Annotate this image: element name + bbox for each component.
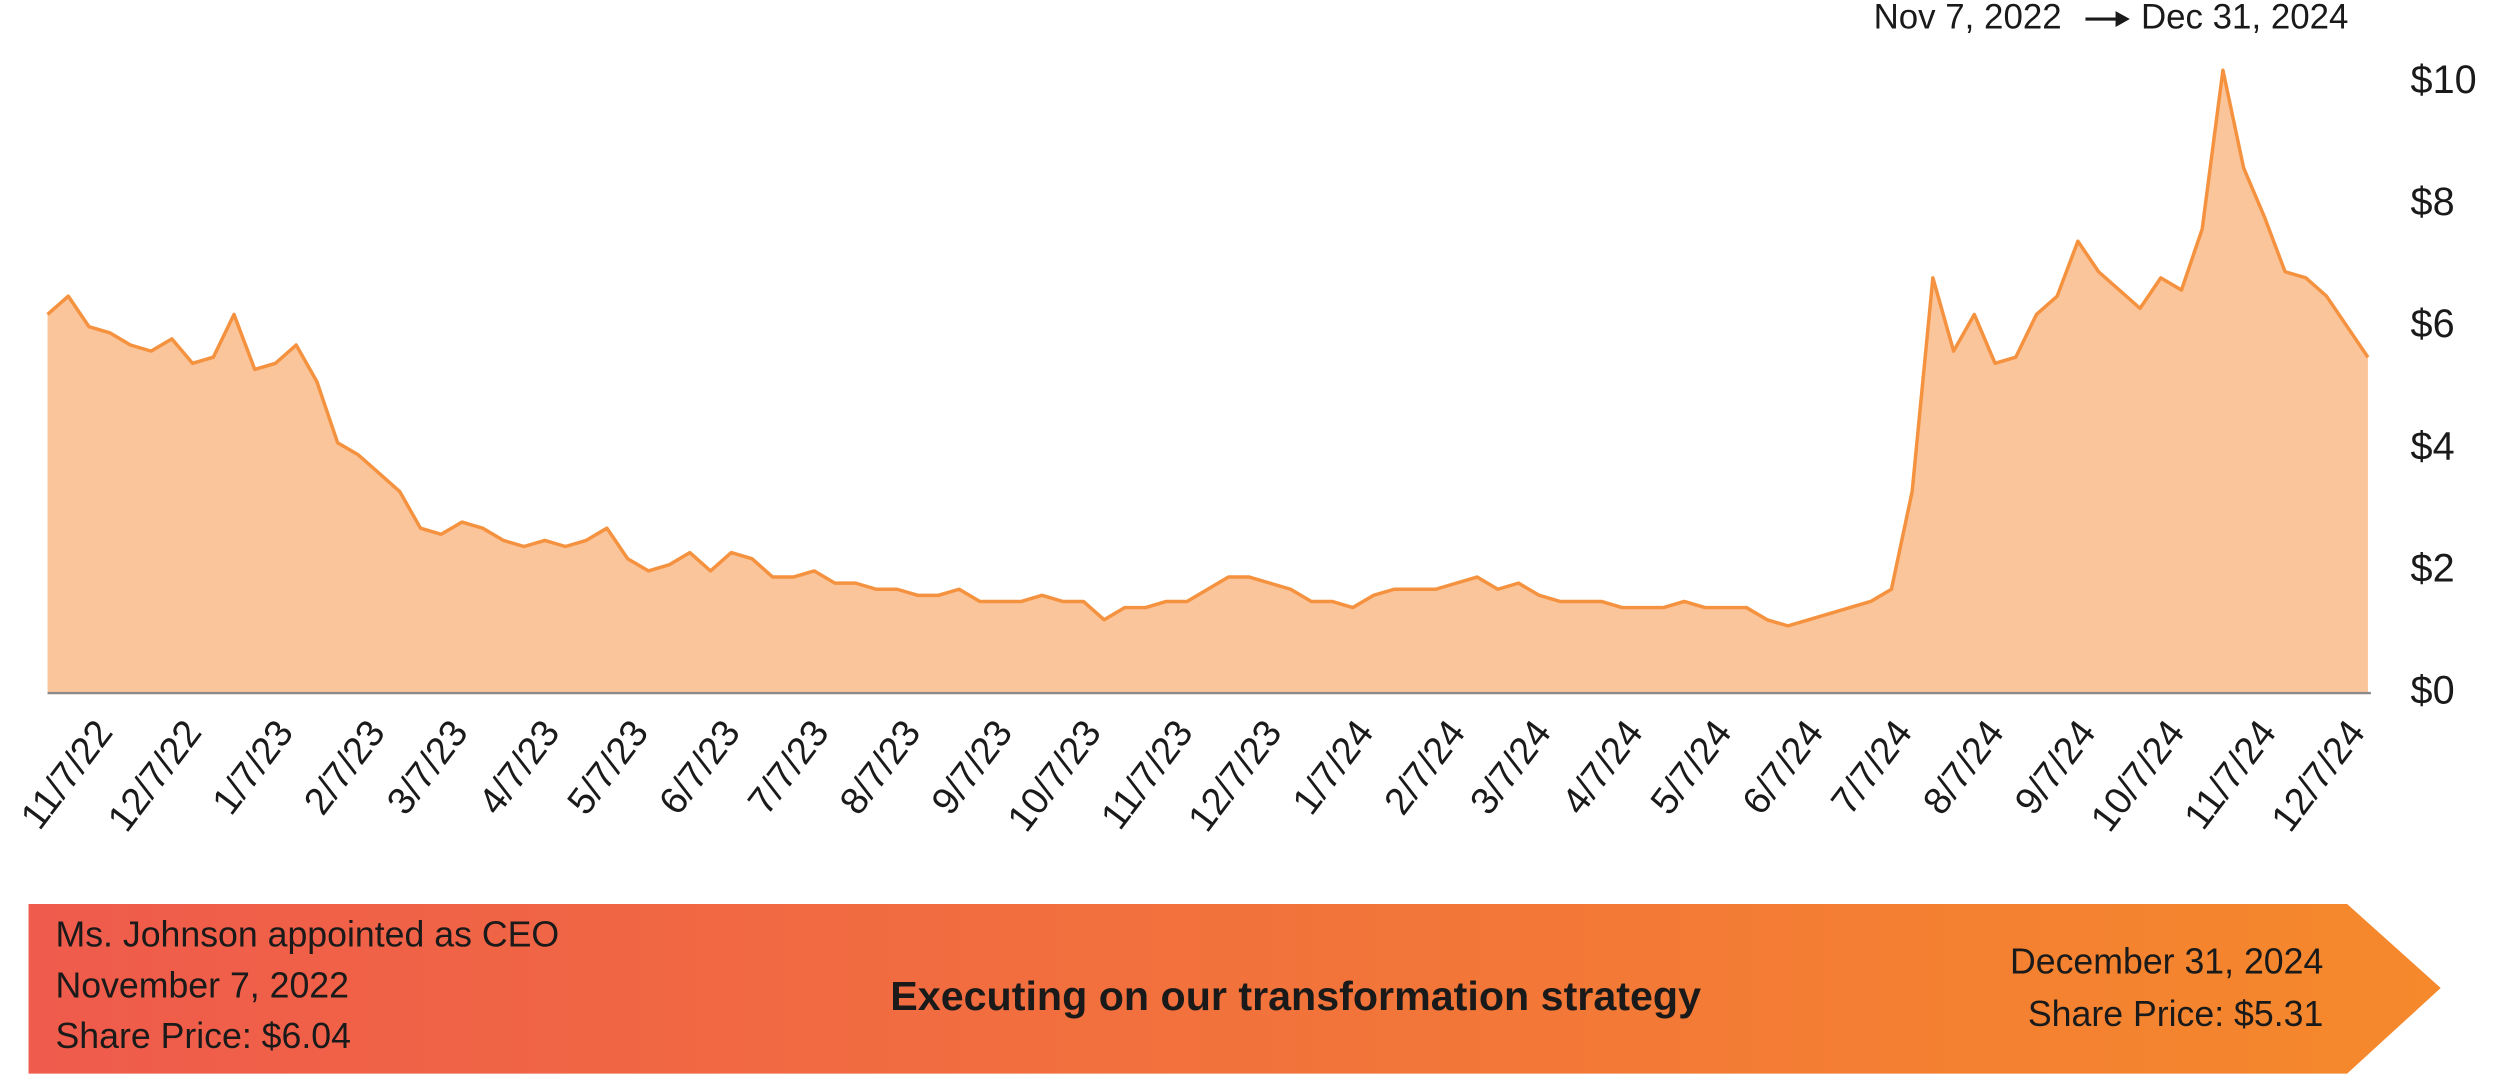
y-tick-label: $2 (2411, 546, 2455, 590)
x-tick-label: 7/7/24 (1824, 713, 1921, 823)
x-tick-label: 12/7/23 (1180, 713, 1290, 840)
x-tick-label: 2/7/24 (1377, 713, 1474, 823)
range-arrow-head (2115, 11, 2130, 27)
banner-center-text: Executing on our transformation strategy (890, 973, 1701, 1019)
x-tick-label: 12/7/24 (2264, 713, 2374, 840)
x-tick-label: 6/7/24 (1735, 713, 1832, 823)
x-tick-label: 12/7/22 (100, 713, 210, 840)
x-tick-label: 4/7/23 (471, 713, 568, 823)
banner-left-text: Share Price: $6.04 (55, 1016, 350, 1056)
y-tick-label: $10 (2411, 58, 2477, 102)
y-tick-label: $0 (2411, 669, 2455, 713)
x-tick-label: 1/7/23 (205, 713, 302, 823)
area (47, 70, 2368, 694)
x-tick-label: 4/7/24 (1554, 713, 1651, 823)
x-tick-label: 10/7/24 (2083, 713, 2193, 840)
banner-right-text: December 31, 2024 (2010, 942, 2323, 982)
x-tick-label: 1/7/24 (1285, 713, 1382, 823)
x-tick-label: 8/7/23 (832, 713, 929, 823)
y-tick-label: $8 (2411, 180, 2455, 224)
banner-right-text: Share Price: $5.31 (2028, 994, 2323, 1034)
x-tick-label: 7/7/23 (740, 713, 837, 823)
plot-area: $0$2$4$6$8$1011/7/2212/7/221/7/232/7/233… (13, 58, 2477, 840)
x-tick-label: 5/7/23 (560, 713, 657, 823)
x-tick-label: 10/7/23 (1000, 713, 1110, 840)
y-tick-label: $4 (2411, 424, 2455, 468)
x-tick-label: 2/7/23 (296, 713, 393, 823)
timeline-banner (28, 903, 2441, 1074)
x-tick-label: 3/7/24 (1463, 713, 1560, 823)
y-tick-label: $6 (2411, 302, 2455, 346)
x-tick-label: 8/7/24 (1915, 713, 2012, 823)
banner-left-text: November 7, 2022 (55, 965, 348, 1005)
price-line (46, 68, 2370, 628)
banner-left-text: Ms. Johnson appointed as CEO (55, 915, 559, 955)
x-tick-label: 3/7/23 (379, 713, 476, 823)
range-start: Nov 7, 2022 (1874, 0, 2062, 36)
range-end: Dec 31, 2024 (2141, 0, 2348, 36)
x-tick-label: 6/7/23 (652, 713, 749, 823)
x-tick-label: 5/7/24 (1643, 713, 1740, 823)
